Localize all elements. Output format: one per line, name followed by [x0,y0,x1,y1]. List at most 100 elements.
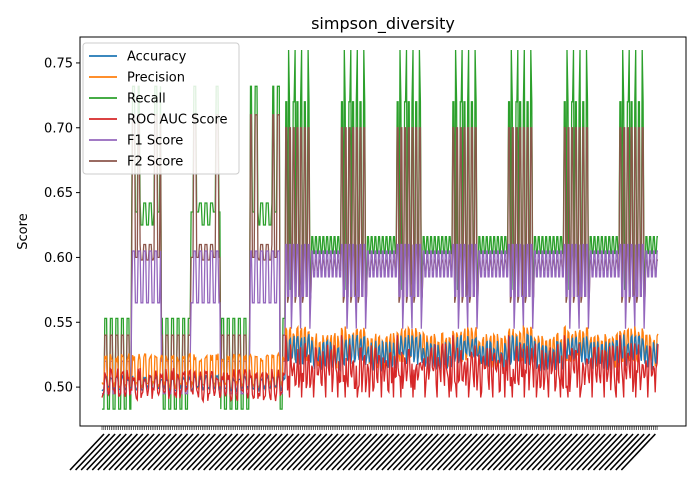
x-tick-label [531,433,567,471]
x-tick-label [264,433,300,471]
x-tick-label [526,433,562,471]
x-tick-label [203,433,239,471]
x-tick-label [620,433,656,471]
x-tick-label [320,433,356,471]
legend-label: F1 Score [127,134,183,149]
x-tick-label [208,433,244,471]
x-tick-label [353,433,389,471]
x-tick-label [331,433,367,471]
legend-label: Accuracy [127,50,187,65]
y-axis-ticks: 0.50 0.55 0.60 0.65 0.70 0.75 [44,56,80,396]
x-tick-label [164,433,200,471]
x-tick-label [130,433,166,471]
x-tick-label [125,433,161,471]
x-tick-label [381,433,417,471]
x-tick-label [609,433,645,471]
x-tick-label [481,433,517,471]
x-tick-label [214,433,250,471]
x-tick-label [509,433,545,471]
x-tick-label [281,433,317,471]
x-tick-label [113,433,150,471]
x-tick-label [258,433,294,471]
x-tick-label [615,433,651,471]
legend-label: Precision [127,71,185,86]
x-tick-label [548,433,584,471]
x-tick-label [442,433,478,471]
x-tick-label [186,433,222,471]
x-tick-label [336,433,372,471]
y-tick-label: 0.50 [44,381,73,396]
x-tick-label [592,433,629,471]
x-tick-label [108,433,144,471]
x-tick-label [570,433,606,471]
x-tick-label [492,433,528,471]
x-tick-label [436,433,473,471]
x-tick-label [542,433,578,471]
x-tick-label [503,433,539,471]
x-tick-label [74,433,111,471]
chart-title: simpson_diversity [311,14,455,34]
x-tick-label [253,433,289,471]
plot-frame [79,36,687,427]
x-tick-label [553,433,590,471]
x-tick-label [370,433,406,471]
x-tick-label [247,433,283,471]
x-tick-label [169,433,205,471]
x-tick-label [136,433,172,471]
x-tick-label [587,433,623,471]
x-tick-label [297,433,333,471]
x-tick-label [219,433,255,471]
x-tick-label [303,433,339,471]
y-tick-label: 0.70 [44,121,73,136]
x-tick-label [91,433,127,471]
x-tick-label [498,433,534,471]
x-tick-label [581,433,617,471]
x-tick-label [191,433,228,471]
x-tick-label [69,433,105,471]
y-tick-label: 0.55 [44,316,73,331]
x-tick-label [464,433,501,471]
x-tick-label [386,433,423,471]
x-tick-label [375,433,411,471]
y-tick-label: 0.60 [44,251,73,266]
x-tick-label [158,433,194,471]
x-tick-label [537,433,573,471]
x-tick-label [403,433,439,471]
x-tick-label [453,433,489,471]
legend-label: F2 Score [127,155,183,170]
x-tick-label [598,433,634,471]
legend-label: ROC AUC Score [127,113,228,128]
x-tick-label [576,433,612,471]
x-tick-label [392,433,428,471]
y-axis-label: Score [16,213,31,249]
x-tick-label [236,433,272,471]
x-axis-ticks [69,426,658,471]
x-tick-label [314,433,350,471]
x-tick-label [180,433,216,471]
x-tick-label [308,433,345,471]
series-line-f1-score [102,243,658,395]
x-tick-label [175,433,211,471]
x-tick-label [398,433,434,471]
x-tick-label [119,433,155,471]
x-tick-label [275,433,311,471]
x-tick-label [414,433,450,471]
x-tick-label [102,433,138,471]
x-tick-label [448,433,484,471]
y-tick-label: 0.75 [44,56,73,71]
x-tick-label [286,433,322,471]
x-tick-label [475,433,512,471]
x-tick-label [347,433,384,471]
x-tick-label [425,433,462,471]
y-tick-label: 0.65 [44,186,73,201]
x-tick-label [409,433,445,471]
x-tick-label [80,433,116,471]
x-tick-label [141,433,177,471]
x-tick-label [225,433,261,471]
x-tick-label [269,433,306,471]
x-tick-label [342,433,378,471]
x-tick-label [487,433,523,471]
x-tick-label [230,433,267,471]
x-tick-label [97,433,133,471]
